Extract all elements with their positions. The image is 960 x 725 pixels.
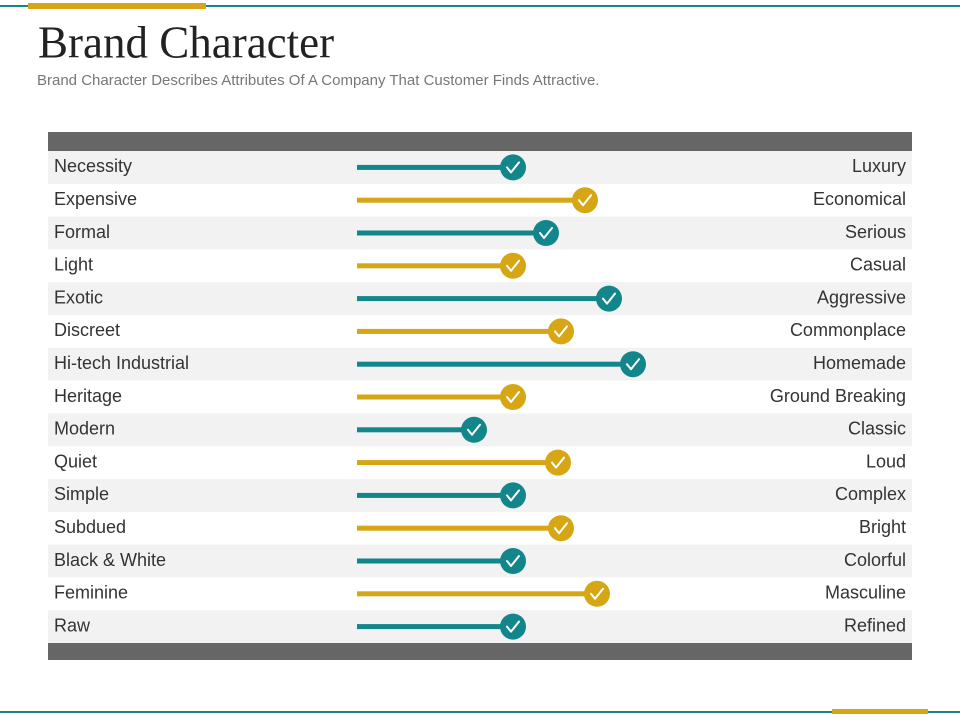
slider-bar xyxy=(357,230,546,236)
slider-knob xyxy=(500,482,526,509)
check-icon xyxy=(554,522,568,535)
left-attribute: Raw xyxy=(54,615,91,635)
check-icon xyxy=(506,620,520,633)
slider-knob xyxy=(548,318,574,345)
check-icon xyxy=(551,456,565,469)
slider-bar xyxy=(357,361,633,367)
left-attribute: Feminine xyxy=(54,583,128,603)
left-attribute: Formal xyxy=(54,222,110,242)
left-attribute: Simple xyxy=(54,484,109,504)
slider-bar xyxy=(357,328,561,334)
right-attribute: Masculine xyxy=(825,583,906,603)
right-attribute: Luxury xyxy=(852,156,906,176)
bottom-accent xyxy=(832,709,928,714)
slider-bar xyxy=(357,558,513,564)
slider-bar xyxy=(357,624,513,630)
right-attribute: Classic xyxy=(848,419,906,439)
right-attribute: Casual xyxy=(850,255,906,275)
slider-bar xyxy=(357,427,474,433)
left-attribute: Heritage xyxy=(54,386,122,406)
check-icon xyxy=(626,358,640,371)
slider-knob xyxy=(596,285,622,312)
left-attribute: Subdued xyxy=(54,517,126,537)
check-icon xyxy=(506,259,520,272)
check-icon xyxy=(554,325,568,338)
check-icon xyxy=(539,227,553,239)
slider-knob xyxy=(584,580,610,607)
right-attribute: Ground Breaking xyxy=(770,386,906,406)
slider-bar xyxy=(357,492,513,498)
slider-knob xyxy=(461,416,487,443)
rows: Necessity Luxury Expensive Economical Formal… xyxy=(48,151,912,643)
check-icon xyxy=(578,194,592,207)
slider-bar xyxy=(357,591,597,597)
slider-bar xyxy=(357,197,585,203)
left-attribute: Expensive xyxy=(54,189,137,209)
slider-bar xyxy=(357,525,561,531)
right-attribute: Colorful xyxy=(844,550,906,570)
slider-bar xyxy=(357,394,513,400)
left-attribute: Modern xyxy=(54,419,115,439)
slider-knob xyxy=(500,252,526,279)
right-attribute: Refined xyxy=(844,615,906,635)
left-attribute: Necessity xyxy=(54,156,132,176)
slider-knob xyxy=(572,187,598,214)
subtitle: Brand Character Describes Attributes Of … xyxy=(37,72,599,89)
left-attribute: Hi-tech Industrial xyxy=(54,353,189,373)
left-attribute: Exotic xyxy=(54,287,103,307)
slider-knob xyxy=(548,515,574,542)
check-icon xyxy=(506,391,520,403)
right-attribute: Complex xyxy=(835,484,906,504)
slider-bar xyxy=(357,263,513,269)
slider-bar xyxy=(357,296,609,302)
slider-knob xyxy=(500,613,526,640)
top-accent xyxy=(28,3,206,9)
left-attribute: Light xyxy=(54,255,93,275)
slider-bar xyxy=(357,460,558,466)
left-attribute: Quiet xyxy=(54,451,97,471)
left-attribute: Discreet xyxy=(54,320,120,340)
right-attribute: Serious xyxy=(845,222,906,242)
slider-knob xyxy=(500,154,526,181)
right-attribute: Loud xyxy=(866,451,906,471)
right-attribute: Bright xyxy=(859,517,906,537)
slider-knob xyxy=(545,449,571,476)
check-icon xyxy=(590,587,604,600)
check-icon xyxy=(506,161,520,174)
title: Brand Character xyxy=(38,17,334,67)
check-icon xyxy=(467,423,481,436)
top-rule xyxy=(0,5,960,7)
slider-bar xyxy=(357,164,513,170)
bottom-rule xyxy=(0,711,960,713)
slider-knob xyxy=(500,384,526,410)
check-icon xyxy=(602,292,616,305)
slider-knob xyxy=(620,351,646,378)
right-attribute: Homemade xyxy=(813,353,906,373)
table-footer xyxy=(48,643,912,660)
right-attribute: Economical xyxy=(813,189,906,209)
right-attribute: Commonplace xyxy=(790,320,906,340)
check-icon xyxy=(506,555,520,567)
table-header xyxy=(48,132,912,151)
check-icon xyxy=(506,489,520,502)
slider-knob xyxy=(533,220,559,246)
slider-knob xyxy=(500,548,526,574)
left-attribute: Black & White xyxy=(54,550,166,570)
right-attribute: Aggressive xyxy=(817,287,906,307)
